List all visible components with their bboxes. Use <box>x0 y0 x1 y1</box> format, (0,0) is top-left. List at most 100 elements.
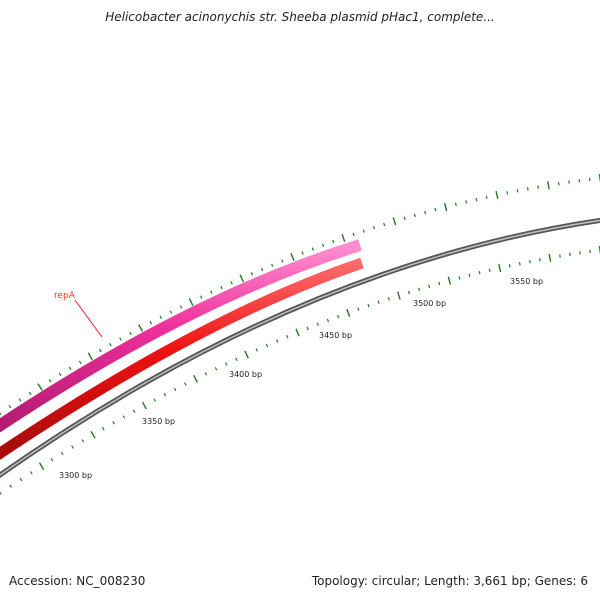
major-tick <box>548 253 552 262</box>
minor-tick <box>149 320 153 325</box>
minor-tick <box>78 360 82 364</box>
minor-tick <box>48 378 52 383</box>
minor-tick <box>465 200 468 204</box>
minor-tick <box>377 300 380 304</box>
minor-tick <box>153 398 156 402</box>
minor-tick <box>357 307 360 311</box>
gene-reverse[interactable] <box>0 257 364 460</box>
minor-tick <box>179 305 183 309</box>
minor-tick <box>488 268 491 273</box>
major-tick <box>341 233 346 243</box>
major-tick <box>295 328 300 337</box>
minor-tick <box>58 372 62 377</box>
major-tick <box>290 253 295 261</box>
minor-tick <box>8 404 12 409</box>
major-tick <box>392 217 397 226</box>
map-stats-text: Topology: circular; Length: 3,661 bp; Ge… <box>311 574 588 588</box>
minor-tick <box>214 367 218 371</box>
major-tick <box>37 383 43 391</box>
minor-tick <box>81 439 85 443</box>
minor-tick <box>579 251 581 255</box>
minor-tick <box>28 391 32 396</box>
minor-tick <box>475 197 478 202</box>
minor-tick <box>518 261 521 266</box>
minor-tick <box>557 182 560 186</box>
inner-tick-marks <box>0 245 600 495</box>
minor-tick <box>122 415 126 419</box>
minor-tick <box>383 222 386 227</box>
minor-tick <box>516 189 519 193</box>
minor-tick <box>0 491 2 495</box>
minor-tick <box>478 271 481 275</box>
minor-tick <box>98 348 102 353</box>
minor-tick <box>337 314 340 319</box>
backbone-arc-highlight <box>0 219 600 476</box>
gene-label-repA[interactable]: repA <box>54 291 76 301</box>
minor-tick <box>0 412 2 415</box>
minor-tick <box>101 427 105 431</box>
minor-tick <box>438 281 441 286</box>
minor-tick <box>387 297 390 301</box>
minor-tick <box>403 216 406 220</box>
minor-tick <box>235 357 238 361</box>
major-tick <box>397 291 401 300</box>
minor-tick <box>60 451 64 456</box>
minor-tick <box>159 315 163 319</box>
minor-tick <box>367 303 370 308</box>
minor-tick <box>362 229 365 233</box>
minor-tick <box>224 362 228 366</box>
minor-tick <box>458 276 461 280</box>
scale-label: 3400 bp <box>229 370 262 379</box>
major-tick <box>141 401 147 410</box>
major-tick <box>443 202 448 212</box>
scale-label: 3300 bp <box>59 471 92 480</box>
minor-tick <box>559 254 561 258</box>
minor-tick <box>260 267 264 272</box>
minor-tick <box>372 226 376 230</box>
major-tick <box>346 308 351 317</box>
minor-tick <box>275 339 279 343</box>
minor-tick <box>109 343 112 347</box>
map-title: Helicobacter acinonychis str. Sheeba pla… <box>105 10 495 24</box>
minor-tick <box>424 210 427 215</box>
minor-tick <box>71 445 74 449</box>
minor-tick <box>568 180 570 184</box>
minor-tick <box>539 257 541 262</box>
minor-tick <box>529 259 531 264</box>
minor-tick <box>352 232 355 237</box>
minor-tick <box>68 366 72 371</box>
major-tick <box>87 352 93 361</box>
minor-tick <box>508 264 511 268</box>
minor-tick <box>230 281 233 285</box>
accession-text: Accession: NC_008230 <box>9 574 146 588</box>
minor-tick <box>485 195 488 199</box>
minor-tick <box>418 287 421 291</box>
minor-tick <box>184 382 187 386</box>
minor-tick <box>407 290 411 295</box>
scale-label: 3350 bp <box>142 417 175 426</box>
major-tick <box>138 324 144 332</box>
minor-tick <box>454 202 457 207</box>
major-tick <box>547 181 550 190</box>
minor-tick <box>210 290 213 294</box>
scale-label: 3500 bp <box>413 299 446 308</box>
minor-tick <box>19 477 23 482</box>
minor-tick <box>526 187 529 191</box>
minor-tick <box>468 273 471 278</box>
gene-repA-forward[interactable] <box>0 239 362 433</box>
minor-tick <box>301 251 304 255</box>
minor-tick <box>306 326 309 331</box>
minor-tick <box>18 398 22 402</box>
minor-tick <box>220 285 223 290</box>
minor-tick <box>311 247 314 251</box>
scale-label: 3550 bp <box>510 277 543 286</box>
major-tick <box>498 264 502 273</box>
backbone-arc <box>0 217 600 479</box>
minor-tick <box>332 239 335 244</box>
major-tick <box>239 274 245 283</box>
major-tick <box>188 298 194 306</box>
major-tick <box>495 190 499 200</box>
major-tick <box>447 276 452 285</box>
outer-tick-marks <box>0 173 600 415</box>
